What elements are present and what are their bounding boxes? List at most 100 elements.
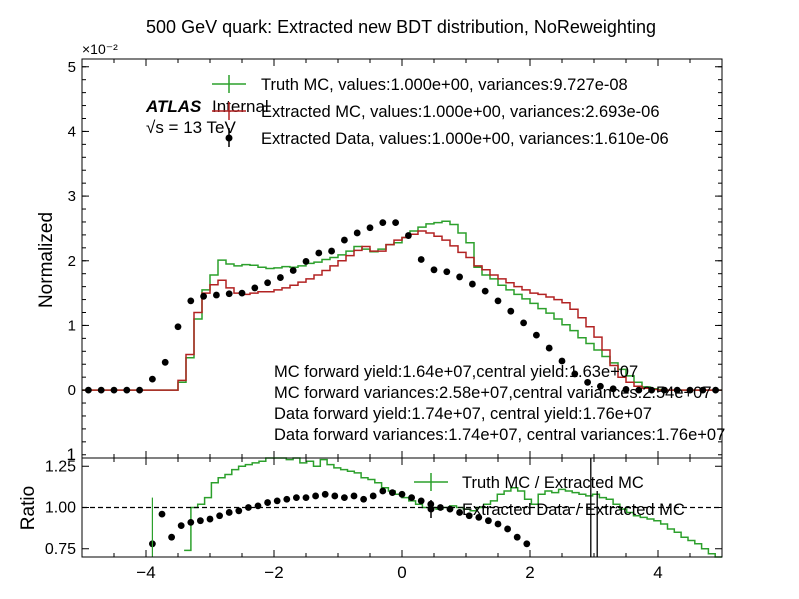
ratio-y-axis-label: Ratio [18, 486, 39, 530]
ratio-point [187, 518, 195, 526]
yield-annotations: MC forward yield:1.64e+07,central yield:… [274, 363, 725, 444]
ratio-point [360, 495, 367, 503]
ratio-y-tick-label: 0.75 [45, 541, 76, 558]
ratio-point [302, 494, 310, 501]
ratio-point [350, 492, 358, 500]
data-point [469, 280, 476, 288]
data-point [533, 331, 540, 339]
ratio-point [456, 509, 463, 516]
annotation-mc-variances: MC forward variances:2.58e+07,central va… [274, 384, 712, 402]
data-point [481, 287, 489, 295]
main-legend: Truth MC, values:1.000e+00, variances:9.… [212, 75, 669, 148]
data-point [494, 297, 502, 305]
ratio-point [408, 494, 415, 501]
ratio-point [245, 504, 252, 511]
ratio-point [341, 494, 348, 501]
ratio-point [398, 490, 406, 498]
ratio-point [254, 502, 262, 510]
data-point [686, 386, 694, 394]
ratio-point [513, 533, 521, 541]
data-point [264, 279, 271, 287]
data-point [110, 386, 118, 394]
x-tick-label: 0 [397, 563, 406, 582]
data-point [136, 386, 144, 394]
ratio-point [494, 520, 502, 528]
data-point [699, 386, 707, 394]
ratio-legend: Truth MC / Extracted MC Extracted Data /… [414, 473, 685, 519]
data-point [558, 357, 566, 365]
ratio-plot-area: 0.75 1.00 1.25 −4 −2 0 2 4 [45, 457, 723, 582]
ratio-point [379, 487, 387, 495]
data-point [571, 370, 579, 378]
y-multiplier: ×10⁻² [82, 41, 118, 57]
data-point [379, 219, 387, 227]
ratio-point [369, 492, 377, 500]
data-point [507, 307, 515, 315]
ratio-point [475, 514, 483, 521]
ratio-point [216, 512, 224, 520]
data-point [213, 291, 220, 299]
main-series-1-step [82, 230, 722, 391]
ratio-point [168, 533, 176, 541]
y-tick-label: 3 [68, 188, 76, 205]
data-point [609, 385, 617, 393]
y-tick-label: 4 [68, 123, 76, 140]
data-point [635, 386, 643, 394]
data-point [341, 236, 348, 244]
ratio-legend-data-marker [427, 505, 435, 513]
ratio-point [485, 517, 492, 525]
main-series-0-step [82, 220, 722, 391]
ratio-point [283, 495, 291, 503]
data-point [251, 284, 259, 292]
ratio-point [177, 522, 185, 530]
data-point [584, 378, 591, 386]
ratio-legend-truth: Truth MC / Extracted MC [462, 474, 644, 492]
ratio-point [235, 507, 243, 515]
data-point [174, 323, 182, 331]
ratio-legend-data: Extracted Data / Extracted MC [462, 501, 685, 519]
data-point [277, 274, 284, 281]
y-tick-label: 0 [68, 382, 76, 399]
ratio-point [389, 489, 396, 497]
ratio-point [331, 492, 339, 500]
data-point [238, 289, 246, 297]
data-point [366, 224, 374, 232]
data-point [302, 258, 310, 265]
data-point [430, 266, 438, 274]
ratio-point [158, 510, 166, 518]
chart-title: 500 GeV quark: Extracted new BDT distrib… [146, 17, 656, 37]
energy-label: √s = 13 TeV [146, 118, 236, 137]
x-tick-label: 2 [525, 563, 534, 582]
data-point [392, 219, 399, 227]
data-point [545, 344, 553, 352]
data-point [149, 375, 156, 383]
y-tick-label: 2 [68, 253, 76, 270]
data-point [661, 386, 668, 394]
data-point [622, 386, 630, 393]
ratio-plot-frame [81, 457, 723, 558]
data-point [673, 386, 681, 394]
ratio-point [264, 499, 271, 506]
annotation-mc-yield: MC forward yield:1.64e+07,central yield:… [274, 363, 638, 381]
data-point [123, 386, 131, 394]
ratio-point [446, 505, 454, 513]
data-point [648, 386, 655, 394]
data-point [456, 273, 463, 281]
data-point [187, 297, 195, 305]
ratio-point [273, 497, 281, 505]
ratio-point [437, 504, 444, 511]
ratio-point [465, 512, 473, 520]
data-point [417, 256, 425, 263]
ratio-point [206, 515, 214, 523]
legend-extracted-data-marker [225, 134, 233, 142]
legend-extracted-mc: Extracted MC, values:1.000e+00, variance… [261, 103, 660, 121]
ratio-y-tick-label: 1.00 [45, 500, 76, 517]
ratio-point [417, 497, 425, 505]
main-y-axis-label: Normalized [36, 212, 57, 308]
y-tick-label-bottom: 1 [67, 445, 76, 464]
data-point [289, 267, 297, 274]
ratio-point [293, 494, 300, 501]
ratio-y-tick-label: 1.25 [45, 458, 76, 475]
ratio-point [225, 509, 233, 516]
